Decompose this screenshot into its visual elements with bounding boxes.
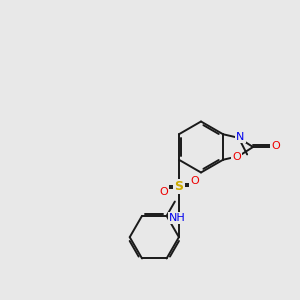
Text: O: O	[272, 141, 280, 152]
Text: N: N	[236, 132, 245, 142]
Text: NH: NH	[169, 213, 186, 223]
Text: S: S	[174, 180, 183, 193]
Text: O: O	[232, 152, 241, 162]
Text: O: O	[190, 176, 199, 186]
Text: O: O	[159, 187, 168, 196]
